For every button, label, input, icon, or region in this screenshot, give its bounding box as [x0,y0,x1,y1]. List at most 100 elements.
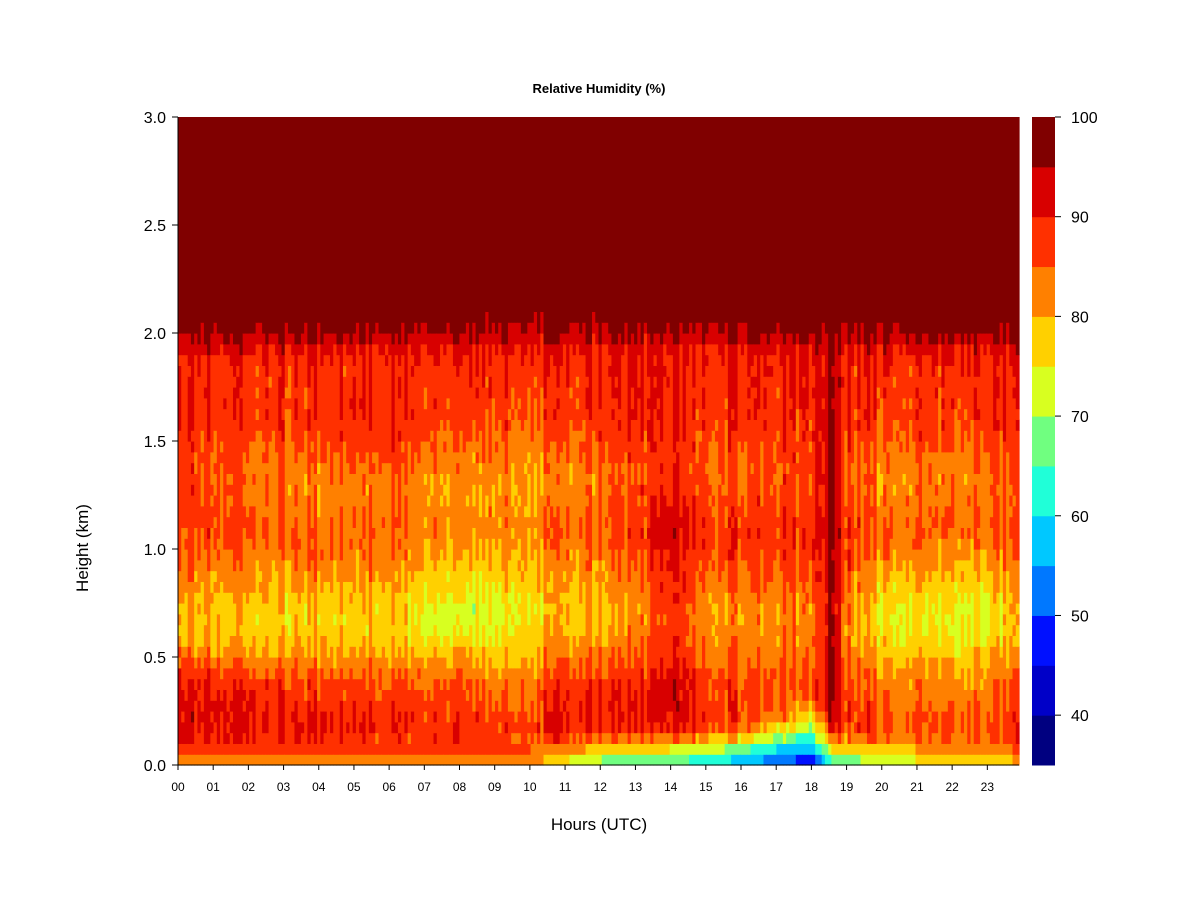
heatmap-cell [776,397,781,431]
heatmap-cell [727,743,732,755]
heatmap-cell [740,451,745,496]
heatmap-cell [294,754,299,766]
heatmap-cell [786,754,790,766]
heatmap-cell [925,354,930,442]
heatmap-cell [284,322,289,345]
heatmap-cell [685,667,690,680]
heatmap-cell [763,430,768,593]
heatmap-cell [284,689,289,755]
heatmap-cell [744,743,748,755]
heatmap-cell [427,505,431,539]
heatmap-cell [879,473,884,496]
heatmap-cell [799,754,803,766]
heatmap-cell [194,354,198,453]
heatmap-cell [624,754,629,766]
heatmap-cell [232,743,237,755]
heatmap-cell [368,473,373,485]
heatmap-cell [731,743,735,755]
heatmap-cell [818,441,823,485]
heatmap-cell [947,657,952,701]
heatmap-cell [617,743,622,755]
heatmap-cell [705,354,710,366]
heatmap-cell [854,365,858,377]
heatmap-cell [504,343,509,399]
heatmap-cell [475,451,480,464]
heatmap-cell [488,635,493,658]
heatmap-cell [585,408,590,474]
heatmap-cell [679,516,684,528]
heatmap-cell [342,613,347,626]
heatmap-cell [938,376,942,388]
heatmap-cell [465,678,470,690]
heatmap-cell [239,354,244,388]
heatmap-cell [520,430,525,561]
heatmap-cell [676,711,680,734]
heatmap-cell [423,721,428,755]
heatmap-cell [811,387,816,399]
heatmap-cell [980,689,985,755]
heatmap-cell [899,603,904,615]
heatmap-cell [1012,559,1017,615]
heatmap-cell [766,732,771,744]
heatmap-cell [760,743,765,755]
heatmap-cell [465,657,470,680]
heatmap-cell [773,559,777,669]
heatmap-cell [414,603,418,626]
heatmap-cell [278,635,283,658]
heatmap-cell [546,117,551,345]
heatmap-cell [569,657,574,680]
heatmap-cell [553,408,558,420]
heatmap-cell [342,689,347,701]
heatmap-cell [918,646,923,680]
heatmap-cell [414,322,418,366]
heatmap-cell [485,387,490,410]
heatmap-cell [566,117,570,334]
heatmap-cell [802,721,807,734]
heatmap-cell [423,343,428,388]
heatmap-cell [223,117,228,345]
heatmap-cell [689,743,693,755]
heatmap-cell [242,117,247,334]
heatmap-cell [808,732,813,744]
heatmap-cell [239,397,244,431]
heatmap-cell [902,333,907,345]
heatmap-cell [190,581,195,658]
heatmap-cell [705,333,710,345]
heatmap-cell [698,581,703,669]
heatmap-cell [750,754,755,766]
heatmap-cell [711,603,716,615]
heatmap-cell [482,624,486,647]
heatmap-cell [216,559,221,593]
heatmap-cell [365,754,370,766]
x-tick-label: 14 [664,780,678,794]
heatmap-cell [763,117,768,334]
heatmap-cell [375,743,380,755]
heatmap-cell [498,527,503,539]
heatmap-cell [203,549,208,615]
heatmap-cell [533,376,538,388]
heatmap-cell [524,754,528,766]
heatmap-cell [679,743,684,755]
heatmap-cell [941,743,946,755]
heatmap-cell [1012,646,1017,669]
heatmap-cell [815,721,820,734]
heatmap-cell [430,754,435,766]
heatmap-cell [921,711,926,723]
heatmap-cell [213,592,218,658]
heatmap-cell [973,354,978,377]
heatmap-cell [737,343,742,442]
heatmap-cell [779,570,784,658]
heatmap-cell [527,451,532,464]
heatmap-cell [310,365,315,442]
heatmap-cell [757,624,761,647]
heatmap-cell [776,343,781,388]
heatmap-cell [993,343,997,431]
heatmap-cell [892,678,897,744]
heatmap-cell [352,419,357,474]
heatmap-cell [178,570,182,604]
heatmap-cell [799,678,803,690]
heatmap-cell [598,678,603,734]
heatmap-cell [841,657,845,734]
heatmap-cell [566,538,570,550]
heatmap-cell [262,711,266,734]
